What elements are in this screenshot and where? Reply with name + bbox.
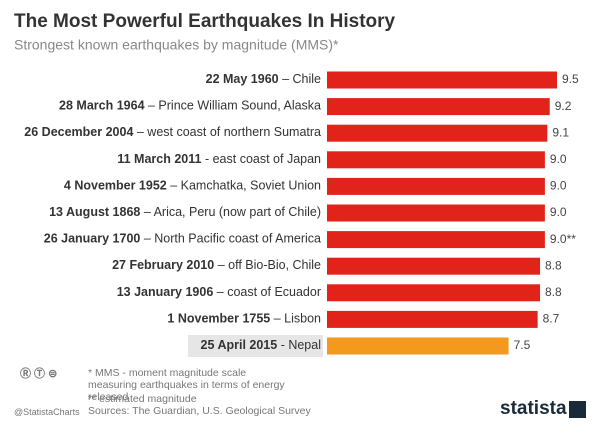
category-label: 27 February 2010 – off Bio-Bio, Chile [112,258,321,272]
row-highlight [188,335,323,357]
value-label: 8.7 [543,312,560,326]
value-label: 9.0** [550,232,576,246]
category-label: 25 April 2015 - Nepal [201,338,321,352]
value-label: 7.5 [514,338,531,352]
chart-subtitle: Strongest known earthquakes by magnitude… [14,37,339,53]
value-label: 8.8 [545,258,562,272]
credit: @StatistaCharts [14,407,80,417]
footnote: * MMS - moment magnitude scale measuring… [88,367,285,403]
bar [327,257,541,275]
category-label: 26 December 2004 – west coast of norther… [24,125,321,139]
chart-title: The Most Powerful Earthquakes In History [14,11,396,32]
category-label: 13 January 1906 – coast of Ecuador [117,285,321,299]
bar [327,231,545,249]
bar [327,337,509,355]
bar [327,124,548,142]
category-label: 4 November 1952 – Kamchatka, Soviet Unio… [64,179,321,193]
chart: The Most Powerful Earthquakes In History… [14,11,579,357]
source: Sources: The Guardian, U.S. Geological S… [88,405,311,417]
value-label: 9.1 [552,125,569,139]
bar [327,151,545,169]
value-label: 9.0 [550,179,567,193]
footnote: ** estimated magnitude [88,393,197,405]
bar [327,98,550,116]
brand-icon [569,401,586,418]
value-label: 8.8 [545,285,562,299]
bar [327,284,541,302]
value-label: 9.2 [555,99,572,113]
category-label: 22 May 1960 – Chile [206,72,321,86]
value-label: 9.0 [550,152,567,166]
license-icons: Ⓡ Ⓣ ⊜ [20,368,58,380]
bar [327,71,557,89]
bar [327,204,545,222]
value-label: 9.0 [550,205,567,219]
category-label: 1 November 1755 – Lisbon [167,312,321,326]
category-label: 13 August 1868 – Arica, Peru (now part o… [49,205,321,219]
value-label: 9.5 [562,72,579,86]
category-label: 28 March 1964 – Prince William Sound, Al… [59,99,321,113]
brand: statista [500,398,567,419]
category-label: 11 March 2011 - east coast of Japan [117,152,321,166]
bar [327,177,545,195]
category-label: 26 January 1700 – North Pacific coast of… [44,232,321,246]
bar [327,310,538,328]
